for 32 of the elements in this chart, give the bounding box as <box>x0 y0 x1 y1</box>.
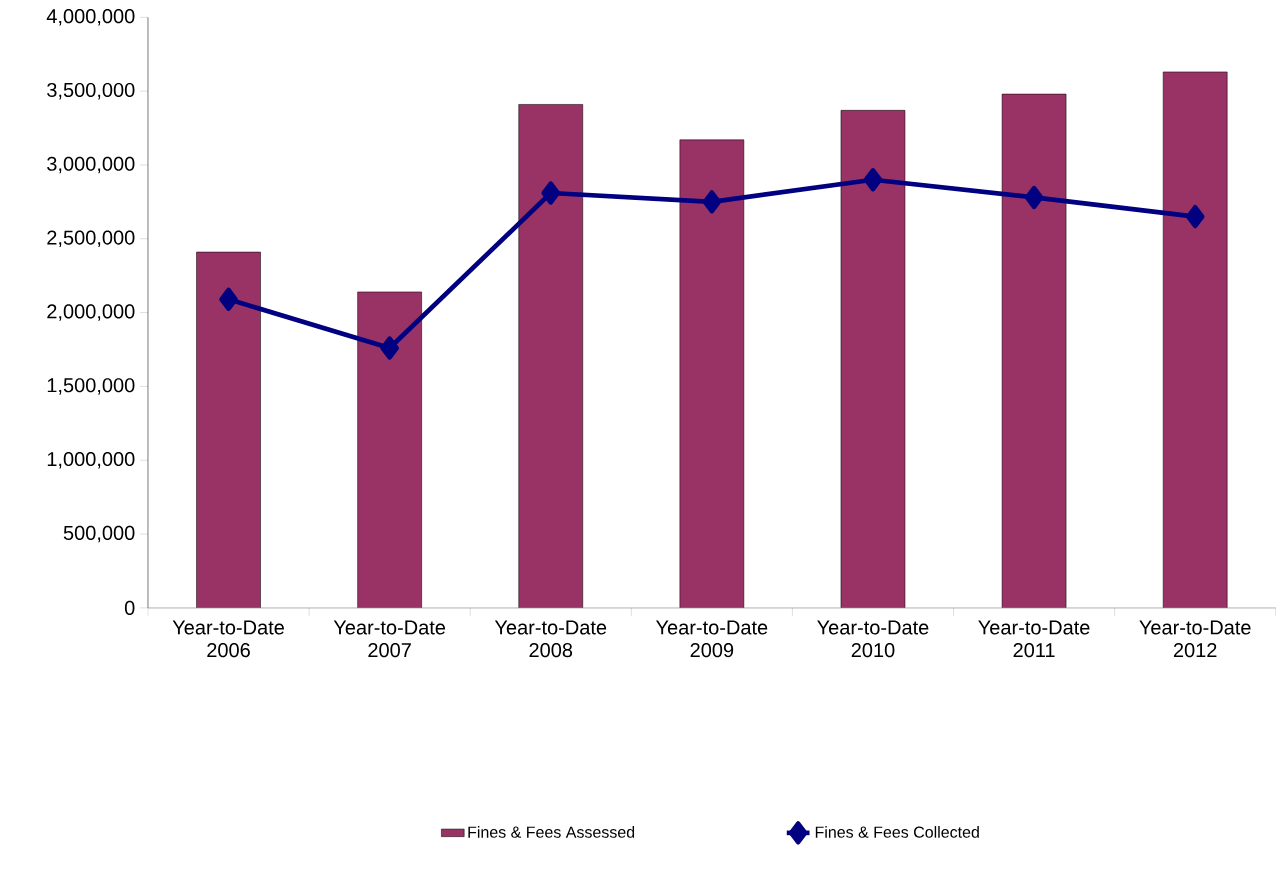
point <box>1185 205 1205 229</box>
bar <box>357 291 422 608</box>
x-tick-label: Year-to-Date 2007 <box>333 620 446 658</box>
x-tick-label: Year-to-Date 2011 <box>978 620 1090 658</box>
x-tick-label: Year-to-Date 2008 <box>494 620 607 658</box>
x-tick-label: Year-to-Date 2012 <box>1139 620 1251 658</box>
point <box>863 168 883 192</box>
y-tick-label: 3,000,000 <box>47 156 135 174</box>
bar <box>196 251 261 608</box>
bar <box>518 104 584 608</box>
legend-label: Fines & Fees Collected <box>815 826 979 838</box>
bar <box>840 110 906 608</box>
legend-label: Fines & Fees Assessed <box>468 826 635 838</box>
bar <box>679 139 745 608</box>
point <box>1024 185 1044 210</box>
point <box>541 181 561 205</box>
y-tick-label: 3,500,000 <box>47 82 135 100</box>
point <box>219 287 238 312</box>
y-tick-label: 0 <box>124 600 135 616</box>
x-tick-label: Year-to-Date 2010 <box>817 620 929 658</box>
y-tick-label: 4,000,000 <box>46 9 135 26</box>
y-tick-label: 2,000,000 <box>47 304 135 321</box>
y-tick-label: 2,500,000 <box>47 230 135 248</box>
point <box>702 190 722 214</box>
bar <box>1162 71 1228 608</box>
x-tick-label: Year-to-Date 2009 <box>655 620 768 658</box>
y-tick-label: 500,000 <box>63 525 135 543</box>
x-tick-label: Year-to-Date 2006 <box>172 620 284 658</box>
bar <box>1001 93 1067 608</box>
y-tick-label: 1,000,000 <box>47 452 135 469</box>
point <box>380 336 399 360</box>
y-tick-label: 1,500,000 <box>47 378 135 395</box>
